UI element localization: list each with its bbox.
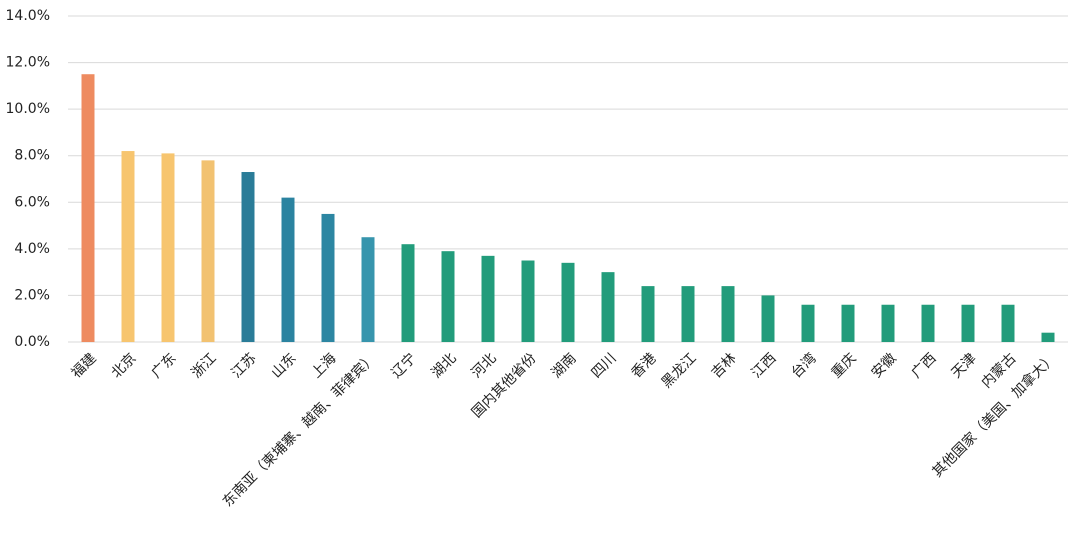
x-tick-label: 上海: [309, 350, 340, 381]
bar: [241, 172, 255, 342]
x-tick-label: 安徽: [869, 350, 900, 381]
bar: [801, 304, 815, 342]
x-tick-label: 香港: [629, 350, 660, 381]
bar: [481, 255, 495, 342]
bar: [761, 295, 775, 342]
x-tick-label: 辽宁: [388, 350, 420, 382]
bar: [281, 197, 295, 342]
x-tick-label: 四川: [589, 350, 620, 381]
x-tick-label: 福建: [69, 350, 100, 381]
y-tick-label: 6.0%: [14, 194, 50, 210]
y-tick-label: 2.0%: [14, 287, 50, 303]
bar: [641, 286, 655, 342]
bar: [721, 286, 735, 342]
y-tick-label: 12.0%: [6, 55, 50, 71]
x-tick-label: 江苏: [229, 350, 260, 381]
x-tick-label: 吉林: [709, 350, 740, 381]
y-tick-label: 14.0%: [6, 8, 50, 24]
bar: [521, 260, 535, 342]
y-tick-label: 10.0%: [6, 101, 50, 117]
bar: [1041, 332, 1055, 342]
x-tick-label: 天津: [949, 350, 980, 381]
x-tick-label: 广东: [149, 350, 180, 381]
bar: [561, 262, 575, 342]
x-tick-label: 北京: [109, 350, 140, 381]
bar: [1001, 304, 1015, 342]
bar: [321, 213, 335, 342]
x-tick-label: 台湾: [788, 350, 820, 382]
bar: [681, 286, 695, 342]
x-tick-label: 山东: [269, 350, 300, 381]
bar: [361, 237, 375, 342]
bar: [441, 251, 455, 342]
y-tick-label: 0.0%: [14, 334, 50, 350]
x-tick-label: 重庆: [829, 350, 860, 381]
bar: [81, 74, 95, 342]
bar: [201, 160, 215, 342]
bar: [921, 304, 935, 342]
x-tick-label: 黑龙江: [659, 350, 700, 391]
y-tick-label: 4.0%: [14, 241, 50, 257]
bar: [161, 153, 175, 342]
bar: [881, 304, 895, 342]
x-tick-label: 湖南: [549, 350, 580, 381]
x-tick-label: 广西: [909, 350, 940, 381]
bar: [601, 272, 615, 342]
bar: [841, 304, 855, 342]
x-tick-label: 河北: [469, 350, 500, 381]
x-tick-label: 江西: [749, 350, 780, 381]
bar: [961, 304, 975, 342]
y-tick-label: 8.0%: [14, 148, 50, 164]
x-tick-label: 浙江: [189, 350, 220, 381]
bar: [401, 244, 415, 342]
x-tick-label: 湖北: [429, 350, 460, 381]
bar: [121, 151, 135, 342]
